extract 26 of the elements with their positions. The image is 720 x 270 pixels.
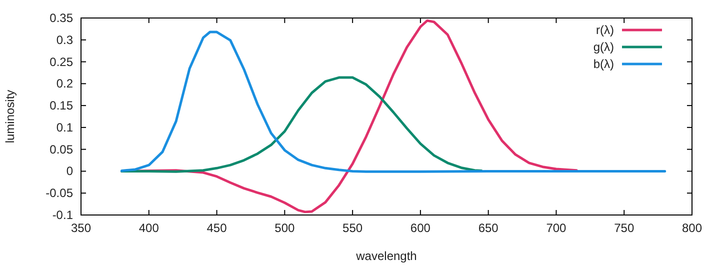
x-tick-label: 600 bbox=[410, 221, 431, 235]
y-tick-label: 0.3 bbox=[56, 32, 74, 47]
line-series bbox=[120, 76, 483, 173]
legend-label: r(λ) bbox=[596, 23, 614, 37]
x-tick-label: 550 bbox=[342, 221, 363, 235]
x-tick-label: 350 bbox=[70, 221, 92, 235]
y-tick-label: 0.35 bbox=[50, 11, 74, 25]
y-tick-label: 0.1 bbox=[56, 120, 74, 134]
x-tick-label: 800 bbox=[682, 221, 702, 235]
x-tick-label: 400 bbox=[138, 221, 160, 235]
x-tick-label: 500 bbox=[274, 221, 295, 235]
y-tick-label: 0.05 bbox=[50, 142, 74, 156]
x-tick-label: 700 bbox=[546, 221, 567, 235]
y-tick-label: -0.05 bbox=[46, 186, 74, 200]
x-tick-label: 450 bbox=[206, 221, 228, 235]
y-tick-label: 0.25 bbox=[50, 54, 74, 69]
y-tick-label: 0.2 bbox=[56, 76, 74, 91]
y-tick-label: -0.1 bbox=[52, 208, 74, 222]
x-tick-label: 750 bbox=[614, 221, 634, 235]
y-axis-title: luminosity bbox=[3, 90, 17, 144]
legend-label: g(λ) bbox=[593, 40, 614, 54]
x-axis-title: wavelength bbox=[355, 249, 417, 263]
x-tick-label: 650 bbox=[478, 221, 499, 235]
y-tick-label: 0.15 bbox=[50, 98, 74, 113]
legend-label: b(λ) bbox=[593, 57, 614, 71]
y-tick-label: 0 bbox=[66, 164, 74, 178]
